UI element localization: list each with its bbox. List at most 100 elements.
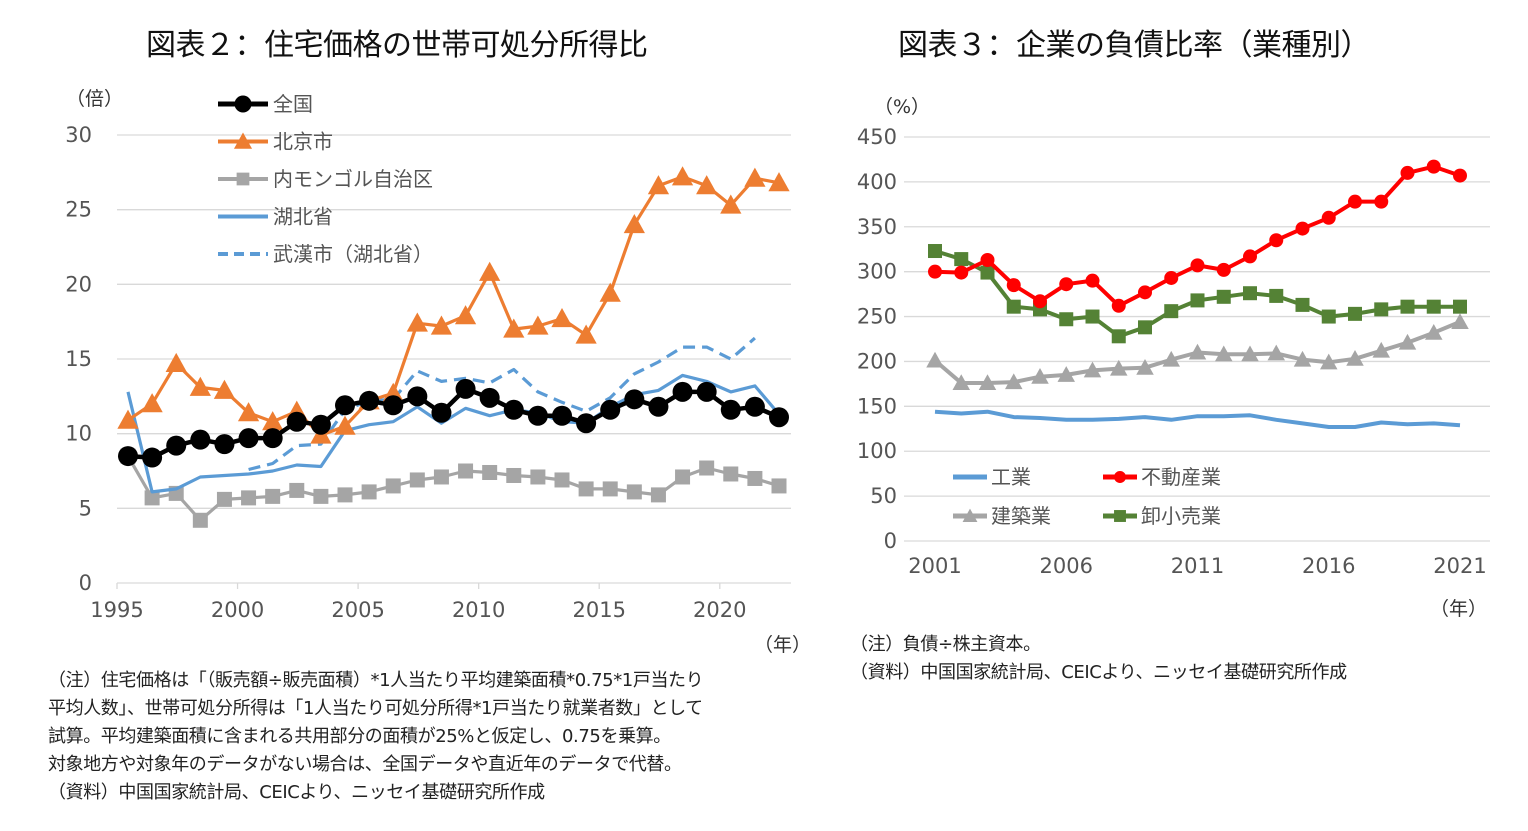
- marker-square: [289, 482, 305, 498]
- legend-item: 建築業: [953, 504, 1051, 528]
- marker-square: [1216, 289, 1231, 304]
- marker-circle: [1426, 159, 1441, 174]
- marker-triangle: [406, 312, 428, 332]
- marker-circle: [672, 381, 693, 402]
- marker-triangle: [1267, 344, 1285, 361]
- series-line: [126, 455, 780, 522]
- marker-circle: [214, 434, 235, 455]
- marker-triangle: [1162, 350, 1180, 367]
- marker-square: [1374, 302, 1389, 317]
- marker-square: [385, 478, 401, 494]
- marker-circle: [359, 390, 380, 411]
- marker-triangle: [1398, 333, 1417, 350]
- legend-label: 北京市: [273, 130, 333, 154]
- series-3: [928, 244, 1467, 344]
- marker-circle: [190, 429, 211, 450]
- marker-triangle: [430, 315, 453, 335]
- marker-triangle: [1136, 358, 1154, 375]
- debt-ratio-chart: 0 50 100 150 200 250 300 350 400 450 2001 2006 2011 2…: [857, 125, 1490, 578]
- x-tick-label: 1995: [90, 598, 143, 622]
- marker-circle: [648, 396, 669, 417]
- x-tick-label: 2016: [1302, 554, 1355, 578]
- marker-square: [241, 490, 257, 506]
- marker-triangle: [1031, 367, 1049, 384]
- marker-circle: [744, 396, 765, 417]
- y-tick-label: 250: [857, 305, 897, 329]
- legend-item: 湖北省: [218, 205, 333, 229]
- marker-circle: [286, 411, 307, 432]
- x-tick-label: 2001: [908, 554, 961, 578]
- y-tick-label: 30: [65, 123, 92, 147]
- legend-label: 内モンゴル自治区: [273, 167, 433, 191]
- marker-circle: [769, 407, 789, 428]
- marker-circle: [503, 399, 524, 420]
- marker-circle: [431, 402, 452, 423]
- marker-square: [482, 464, 498, 480]
- marker-triangle: [1083, 361, 1102, 378]
- marker-triangle: [575, 324, 597, 344]
- left-y-unit-label: （倍）: [66, 88, 124, 110]
- housing-price-ratio-chart: 0 5 10 15 20 25 30 1995 2000 2005 2010 2015 2020 全国北京…: [65, 92, 791, 622]
- y-tick-label: 15: [65, 347, 92, 371]
- marker-square: [1138, 320, 1152, 335]
- y-tick-label: 25: [65, 198, 92, 222]
- series-line: [127, 175, 780, 437]
- y-tick-label: 0: [79, 571, 92, 595]
- right-notes: （注）負債÷株主資本。 （資料）中国国家統計局、CEICより、ニッセイ基礎研究所…: [850, 631, 1347, 687]
- marker-square: [723, 466, 739, 482]
- marker-circle: [407, 386, 428, 407]
- marker-circle: [1374, 194, 1389, 209]
- marker-triangle: [527, 315, 549, 335]
- left-note-line: 平均人数」、世帯可処分所得は「1人当たり可処分所得*1戸当たり就業者数」として: [48, 698, 703, 719]
- marker-square: [1453, 299, 1467, 314]
- series-line: [934, 409, 1461, 429]
- marker-circle: [696, 381, 717, 402]
- left-note-line: 対象地方や対象年のデータがない場合は、全国データや直近年のデータで代替。: [48, 754, 682, 775]
- series-4: [248, 336, 756, 472]
- marker-square: [144, 490, 160, 506]
- marker-square: [1243, 286, 1257, 301]
- marker-circle: [576, 413, 597, 434]
- marker-circle: [118, 446, 138, 467]
- marker-triangle: [744, 167, 766, 187]
- marker-square: [506, 467, 522, 483]
- marker-triangle: [720, 194, 742, 214]
- marker-circle: [1216, 262, 1231, 277]
- marker-triangle: [165, 352, 187, 372]
- marker-square: [980, 265, 995, 280]
- marker-square: [602, 481, 618, 497]
- marker-square: [1348, 306, 1362, 321]
- marker-triangle: [1346, 350, 1364, 366]
- legend-item: 不動産業: [1103, 465, 1221, 489]
- marker-circle: [1400, 165, 1415, 180]
- marker-circle: [1190, 258, 1205, 273]
- series-0: [118, 378, 789, 468]
- marker-circle: [1295, 221, 1310, 236]
- marker-circle: [335, 395, 355, 416]
- marker-circle: [1269, 233, 1284, 248]
- marker-square: [675, 469, 691, 485]
- marker-triangle: [503, 318, 525, 338]
- marker-square: [192, 512, 208, 528]
- marker-triangle: [952, 374, 970, 390]
- series-2: [120, 448, 787, 528]
- marker-square: [1426, 299, 1441, 314]
- marker-circle: [1164, 270, 1179, 285]
- marker-square: [578, 481, 594, 497]
- marker-circle: [1348, 194, 1362, 209]
- legend-label: 卸小売業: [1141, 504, 1221, 528]
- marker-triangle: [141, 393, 163, 413]
- marker-square: [1295, 297, 1310, 312]
- marker-circle: [383, 395, 404, 416]
- marker-circle: [310, 414, 331, 435]
- legend-item: 内モンゴル自治区: [218, 167, 433, 191]
- right-y-unit-label: （%）: [874, 96, 931, 118]
- series-line: [248, 336, 756, 472]
- marker-triangle: [1293, 350, 1312, 367]
- marker-triangle: [1372, 341, 1390, 358]
- marker-square: [1059, 312, 1074, 327]
- marker-circle: [1059, 277, 1074, 292]
- legend-label: 工業: [991, 465, 1031, 489]
